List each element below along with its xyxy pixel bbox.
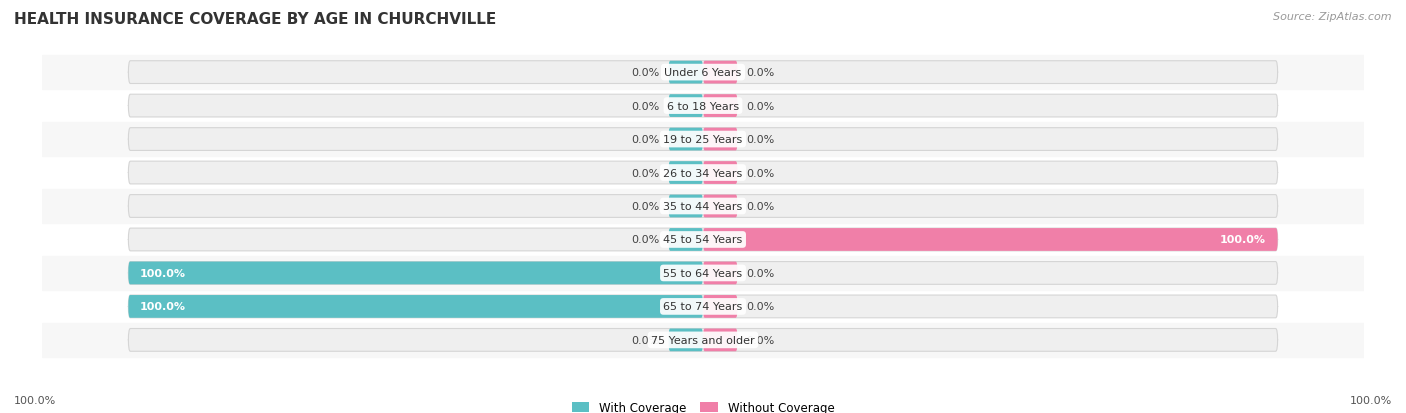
Text: 55 to 64 Years: 55 to 64 Years [664,268,742,278]
FancyBboxPatch shape [128,295,1278,318]
FancyBboxPatch shape [668,128,703,151]
FancyBboxPatch shape [703,95,738,118]
Text: 26 to 34 Years: 26 to 34 Years [664,168,742,178]
FancyBboxPatch shape [128,262,703,285]
Text: 100.0%: 100.0% [14,395,56,405]
FancyBboxPatch shape [128,162,1278,185]
Text: 0.0%: 0.0% [747,268,775,278]
Text: 6 to 18 Years: 6 to 18 Years [666,101,740,112]
Text: Source: ZipAtlas.com: Source: ZipAtlas.com [1274,12,1392,22]
FancyBboxPatch shape [703,162,738,185]
FancyBboxPatch shape [703,62,738,84]
FancyBboxPatch shape [128,329,1278,351]
FancyBboxPatch shape [668,62,703,84]
FancyBboxPatch shape [128,195,1278,218]
FancyBboxPatch shape [128,295,703,318]
FancyBboxPatch shape [668,95,703,118]
FancyBboxPatch shape [703,128,738,151]
FancyBboxPatch shape [128,95,1278,118]
Bar [42,190,1364,223]
FancyBboxPatch shape [668,329,703,351]
Text: 0.0%: 0.0% [747,335,775,345]
Text: HEALTH INSURANCE COVERAGE BY AGE IN CHURCHVILLE: HEALTH INSURANCE COVERAGE BY AGE IN CHUR… [14,12,496,27]
Text: 0.0%: 0.0% [747,168,775,178]
Text: 0.0%: 0.0% [631,135,659,145]
Text: 0.0%: 0.0% [631,202,659,211]
Text: 0.0%: 0.0% [631,168,659,178]
FancyBboxPatch shape [703,262,738,285]
FancyBboxPatch shape [668,195,703,218]
Bar [42,256,1364,290]
FancyBboxPatch shape [128,62,1278,84]
FancyBboxPatch shape [128,262,1278,285]
Text: 0.0%: 0.0% [631,235,659,245]
Text: 45 to 54 Years: 45 to 54 Years [664,235,742,245]
Text: 100.0%: 100.0% [139,268,186,278]
Bar [42,123,1364,157]
Bar [42,56,1364,90]
FancyBboxPatch shape [668,162,703,185]
Text: 0.0%: 0.0% [747,202,775,211]
Text: 0.0%: 0.0% [631,335,659,345]
FancyBboxPatch shape [703,195,738,218]
Text: 100.0%: 100.0% [1350,395,1392,405]
Bar [42,323,1364,357]
Text: 65 to 74 Years: 65 to 74 Years [664,301,742,312]
Text: 0.0%: 0.0% [747,135,775,145]
Text: 0.0%: 0.0% [747,68,775,78]
Text: 0.0%: 0.0% [631,68,659,78]
Text: 100.0%: 100.0% [139,301,186,312]
FancyBboxPatch shape [668,228,703,251]
Text: Under 6 Years: Under 6 Years [665,68,741,78]
FancyBboxPatch shape [128,228,1278,251]
FancyBboxPatch shape [703,228,1278,251]
Text: 35 to 44 Years: 35 to 44 Years [664,202,742,211]
Text: 19 to 25 Years: 19 to 25 Years [664,135,742,145]
Legend: With Coverage, Without Coverage: With Coverage, Without Coverage [572,401,834,413]
Text: 100.0%: 100.0% [1220,235,1267,245]
FancyBboxPatch shape [703,295,738,318]
Text: 0.0%: 0.0% [747,301,775,312]
Text: 0.0%: 0.0% [631,101,659,112]
FancyBboxPatch shape [703,329,738,351]
Text: 0.0%: 0.0% [747,101,775,112]
Text: 75 Years and older: 75 Years and older [651,335,755,345]
FancyBboxPatch shape [128,128,1278,151]
